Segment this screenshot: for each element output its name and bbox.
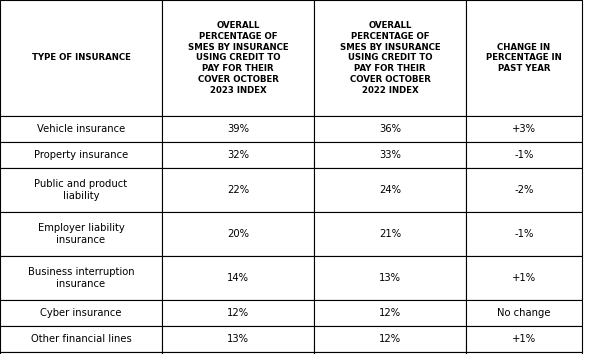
Text: 32%: 32% xyxy=(227,150,249,160)
Bar xyxy=(314,116,466,142)
Text: OVERALL
PERCENTAGE OF
SMES BY INSURANCE
USING CREDIT TO
PAY FOR THEIR
COVER OCTO: OVERALL PERCENTAGE OF SMES BY INSURANCE … xyxy=(340,21,440,95)
Bar xyxy=(0,300,162,326)
Bar xyxy=(0,0,162,116)
Bar xyxy=(162,256,314,300)
Bar xyxy=(314,212,466,256)
Bar xyxy=(162,352,314,354)
Bar xyxy=(466,256,582,300)
Bar xyxy=(162,0,314,116)
Text: -2%: -2% xyxy=(514,185,534,195)
Bar xyxy=(314,256,466,300)
Bar xyxy=(162,326,314,352)
Bar xyxy=(466,0,582,116)
Bar xyxy=(466,168,582,212)
Text: +1%: +1% xyxy=(512,334,536,344)
Text: TYPE OF INSURANCE: TYPE OF INSURANCE xyxy=(31,53,131,63)
Text: CHANGE IN
PERCENTAGE IN
PAST YEAR: CHANGE IN PERCENTAGE IN PAST YEAR xyxy=(486,43,562,73)
Bar xyxy=(314,300,466,326)
Text: 22%: 22% xyxy=(227,185,249,195)
Bar xyxy=(162,168,314,212)
Text: No change: No change xyxy=(497,308,551,318)
Bar xyxy=(314,352,466,354)
Text: +3%: +3% xyxy=(512,124,536,134)
Text: 12%: 12% xyxy=(227,308,249,318)
Text: -1%: -1% xyxy=(514,150,534,160)
Bar xyxy=(466,352,582,354)
Text: 20%: 20% xyxy=(227,229,249,239)
Bar xyxy=(314,0,466,116)
Text: OVERALL
PERCENTAGE OF
SMES BY INSURANCE
USING CREDIT TO
PAY FOR THEIR
COVER OCTO: OVERALL PERCENTAGE OF SMES BY INSURANCE … xyxy=(188,21,288,95)
Bar xyxy=(162,212,314,256)
Text: 12%: 12% xyxy=(379,334,401,344)
Text: Vehicle insurance: Vehicle insurance xyxy=(37,124,125,134)
Text: -1%: -1% xyxy=(514,229,534,239)
Bar xyxy=(0,116,162,142)
Text: Employer liability
insurance: Employer liability insurance xyxy=(37,223,125,245)
Text: +1%: +1% xyxy=(512,273,536,283)
Bar xyxy=(466,142,582,168)
Text: 13%: 13% xyxy=(227,334,249,344)
Bar xyxy=(0,142,162,168)
Text: 39%: 39% xyxy=(227,124,249,134)
Bar xyxy=(314,326,466,352)
Text: 33%: 33% xyxy=(379,150,401,160)
Text: Property insurance: Property insurance xyxy=(34,150,128,160)
Text: Public and product
liability: Public and product liability xyxy=(34,179,128,201)
Bar xyxy=(466,116,582,142)
Text: Cyber insurance: Cyber insurance xyxy=(40,308,122,318)
Bar xyxy=(0,352,162,354)
Text: Business interruption
insurance: Business interruption insurance xyxy=(28,267,134,289)
Text: Other financial lines: Other financial lines xyxy=(31,334,131,344)
Text: 13%: 13% xyxy=(379,273,401,283)
Bar xyxy=(0,168,162,212)
Bar xyxy=(466,300,582,326)
Text: 14%: 14% xyxy=(227,273,249,283)
Bar xyxy=(466,212,582,256)
Bar xyxy=(0,256,162,300)
Bar xyxy=(162,142,314,168)
Bar xyxy=(0,212,162,256)
Text: 36%: 36% xyxy=(379,124,401,134)
Bar xyxy=(466,326,582,352)
Text: 12%: 12% xyxy=(379,308,401,318)
Bar xyxy=(314,168,466,212)
Bar xyxy=(162,300,314,326)
Text: 21%: 21% xyxy=(379,229,401,239)
Text: 24%: 24% xyxy=(379,185,401,195)
Bar xyxy=(162,116,314,142)
Bar xyxy=(0,326,162,352)
Bar xyxy=(314,142,466,168)
